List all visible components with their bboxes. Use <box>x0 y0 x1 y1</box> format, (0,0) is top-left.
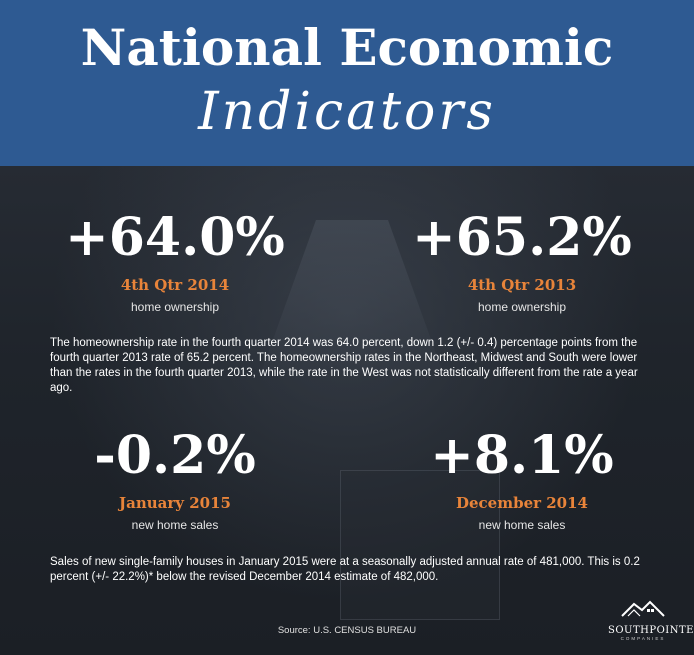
stat-period: December 2014 <box>455 494 588 512</box>
header-banner: National Economic Indicators <box>0 0 694 166</box>
stat-home-ownership-2013: +65.2% 4th Qtr 2013 home ownership <box>372 207 672 315</box>
home-ownership-description: The homeownership rate in the fourth qua… <box>50 337 638 394</box>
source-credit: Source: U.S. CENSUS BUREAU <box>277 625 417 636</box>
new-home-sales-description: Sales of new single-family houses in Jan… <box>50 556 640 583</box>
stat-value: +65.2% <box>412 207 632 268</box>
stat-period: 4th Qtr 2013 <box>467 276 577 294</box>
stat-label: home ownership <box>477 300 567 314</box>
stat-new-home-sales-dec-2014: +8.1% December 2014 new home sales <box>372 425 672 533</box>
stat-period: January 2015 <box>119 494 231 512</box>
house-roof-icon <box>621 600 665 617</box>
logo-subtitle: COMPANIES <box>620 636 666 641</box>
stat-label: home ownership <box>130 300 220 314</box>
stat-label: new home sales <box>131 518 219 532</box>
stove-graphic <box>340 470 500 620</box>
page-title: National Economic <box>80 18 614 77</box>
stat-value: +8.1% <box>430 425 614 486</box>
page-subtitle: Indicators <box>198 82 496 142</box>
southpointe-logo: SOUTHPOINTE COMPANIES <box>608 598 694 641</box>
kitchen-background-image <box>0 166 694 655</box>
stat-label: new home sales <box>478 518 566 532</box>
stat-value: +64.0% <box>65 207 285 268</box>
stat-new-home-sales-jan-2015: -0.2% January 2015 new home sales <box>25 425 325 533</box>
logo-name: SOUTHPOINTE <box>608 625 694 636</box>
stat-period: 4th Qtr 2014 <box>120 276 230 294</box>
stat-value: -0.2% <box>94 425 256 486</box>
stat-home-ownership-2014: +64.0% 4th Qtr 2014 home ownership <box>25 207 325 315</box>
